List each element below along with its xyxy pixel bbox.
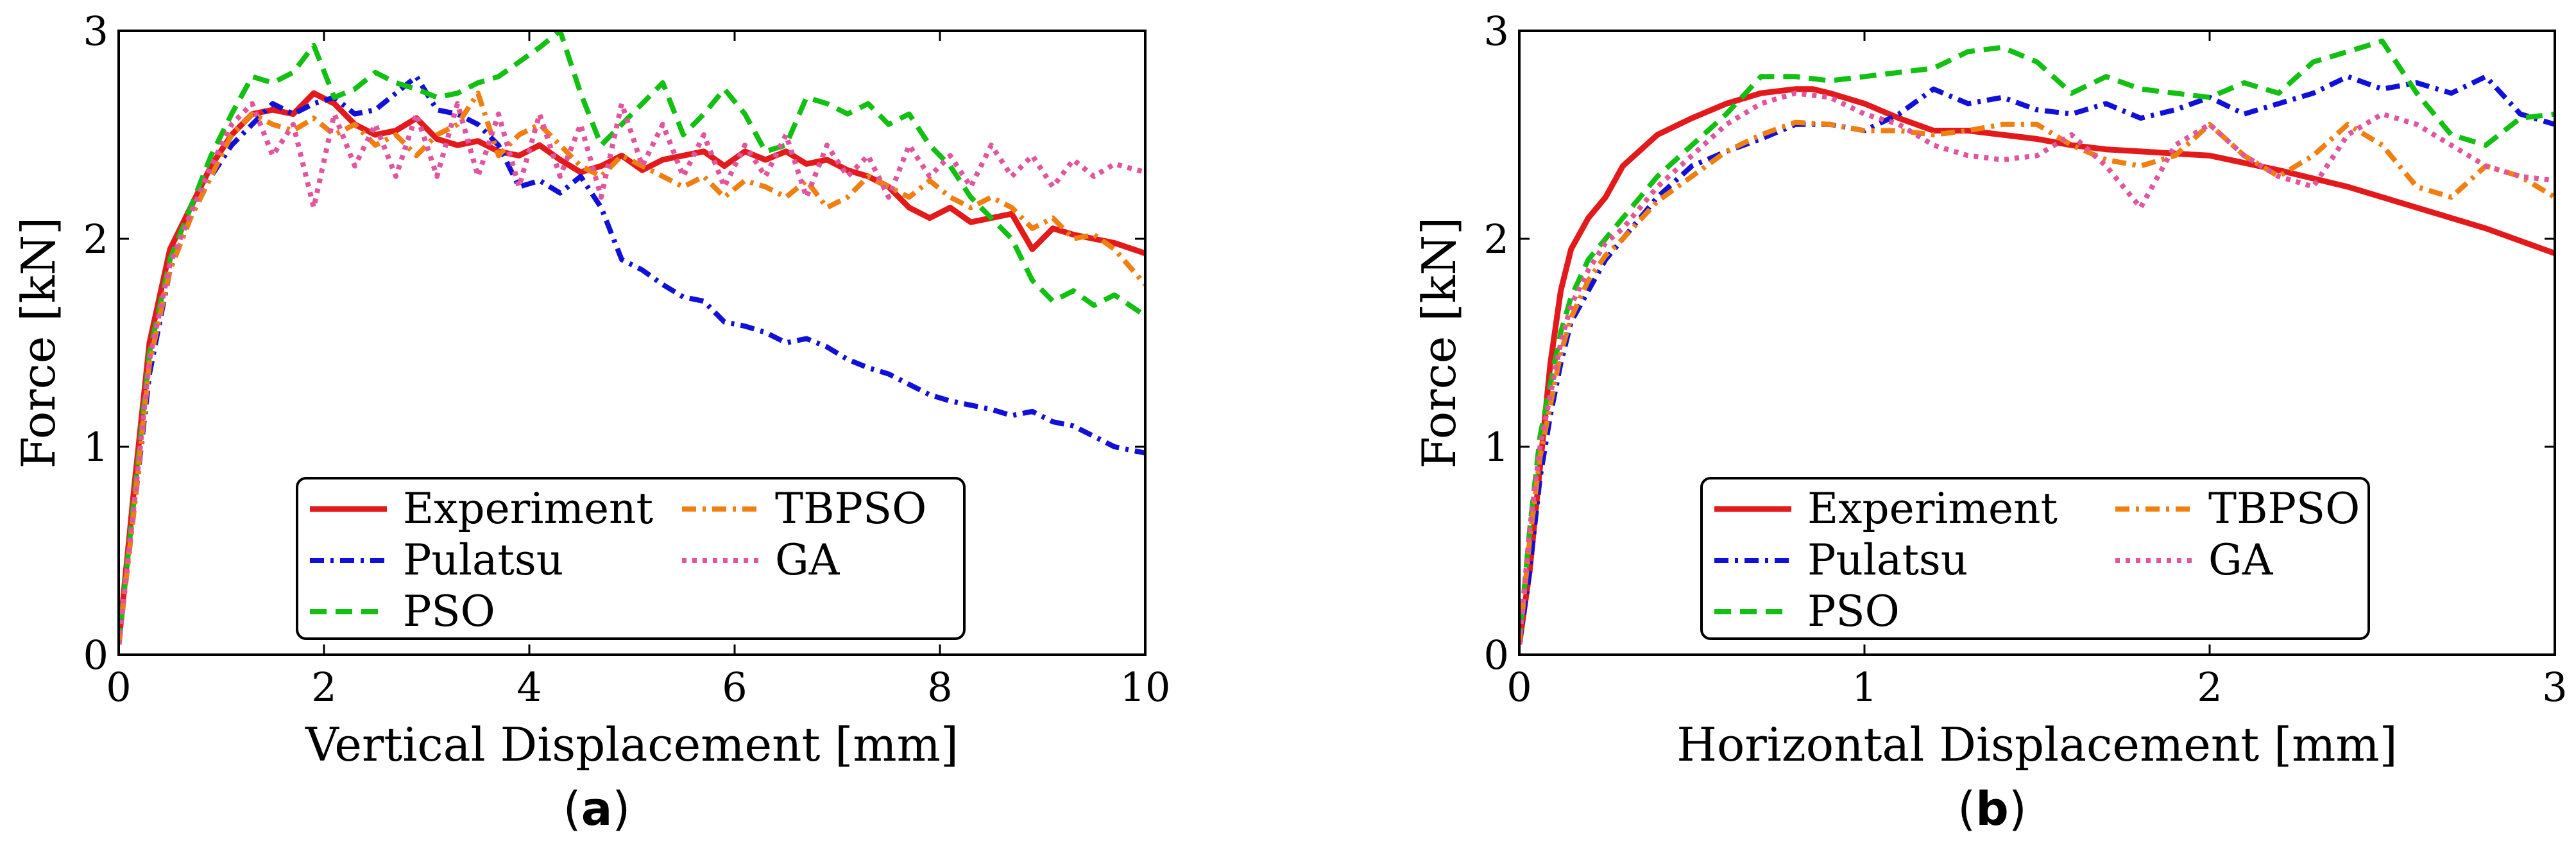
plot-frame	[117, 30, 1147, 656]
x-tick-label: 0	[1506, 664, 1531, 711]
legend-label-pso: PSO	[403, 587, 495, 636]
legend-box	[296, 477, 966, 640]
series-line-pso	[119, 31, 1145, 645]
series-line-pso	[1519, 39, 2555, 645]
series-group	[119, 31, 1145, 645]
x-tick-label: 2	[311, 664, 336, 711]
y-tick-label: 2	[83, 216, 108, 263]
x-tick-label: 10	[1120, 664, 1171, 711]
plot-frame	[1518, 30, 2556, 656]
chart-b: 0 1 2 3 0 1 2 3 Horizontal Displacement [mm] Forc…	[1412, 8, 2568, 836]
y-tick-label: 2	[1484, 216, 1509, 263]
panel-label-letter: b	[1975, 782, 2009, 836]
panel-label: (a)	[563, 782, 631, 836]
panel-label-open: (	[1958, 782, 1975, 836]
legend-box	[1700, 477, 2370, 640]
x-tick-label: 1	[1852, 664, 1877, 711]
legend-label-ga: GA	[2208, 535, 2274, 585]
panel-label-letter: a	[581, 782, 613, 836]
legend-label-pulatsu: Pulatsu	[1807, 535, 1968, 585]
panel-label-close: )	[2009, 782, 2027, 836]
y-tick-label: 0	[83, 632, 108, 678]
legend-label-tbpso: TBPSO	[775, 484, 926, 533]
x-tick-label: 3	[2542, 664, 2567, 711]
legend-label-tbpso: TBPSO	[2208, 484, 2360, 533]
chart-a: 0 2 4 6 8 10 0 1 2 3 Vertical Displacement [mm] For…	[12, 8, 1170, 836]
legend-label-experiment: Experiment	[1807, 484, 2058, 533]
series-line-tbpso	[119, 91, 1145, 645]
x-tick-label: 6	[722, 664, 747, 711]
x-tick-label: 0	[106, 664, 131, 711]
x-axis-label: Vertical Displacement [mm]	[305, 718, 959, 772]
y-tick-label: 0	[1484, 632, 1509, 678]
legend-label-ga: GA	[775, 535, 840, 585]
y-tick-label: 1	[1484, 424, 1509, 471]
series-line-pulatsu	[1519, 74, 2555, 645]
panel-label-close: )	[612, 782, 630, 836]
series-group	[1519, 39, 2555, 645]
panel-label-open: (	[563, 782, 581, 836]
legend-label-experiment: Experiment	[403, 484, 653, 533]
y-tick-label: 3	[1484, 8, 1509, 55]
x-tick-label: 4	[516, 664, 542, 711]
x-tick-label: 8	[927, 664, 952, 711]
legend-label-pulatsu: Pulatsu	[403, 535, 563, 585]
legend-label-pso: PSO	[1807, 587, 1900, 636]
series-line-tbpso	[1519, 119, 2555, 645]
panel-label: (b)	[1958, 782, 2027, 836]
y-axis-label: Force [kN]	[12, 217, 65, 469]
series-line-pulatsu	[119, 74, 1145, 645]
series-line-experiment	[1519, 86, 2555, 645]
x-tick-label: 2	[2197, 664, 2222, 711]
series-line-experiment	[119, 90, 1145, 645]
x-axis-label: Horizontal Displacement [mm]	[1676, 718, 2398, 772]
y-axis-label: Force [kN]	[1412, 217, 1466, 469]
y-tick-label: 3	[83, 8, 108, 55]
y-tick-label: 1	[83, 424, 108, 471]
